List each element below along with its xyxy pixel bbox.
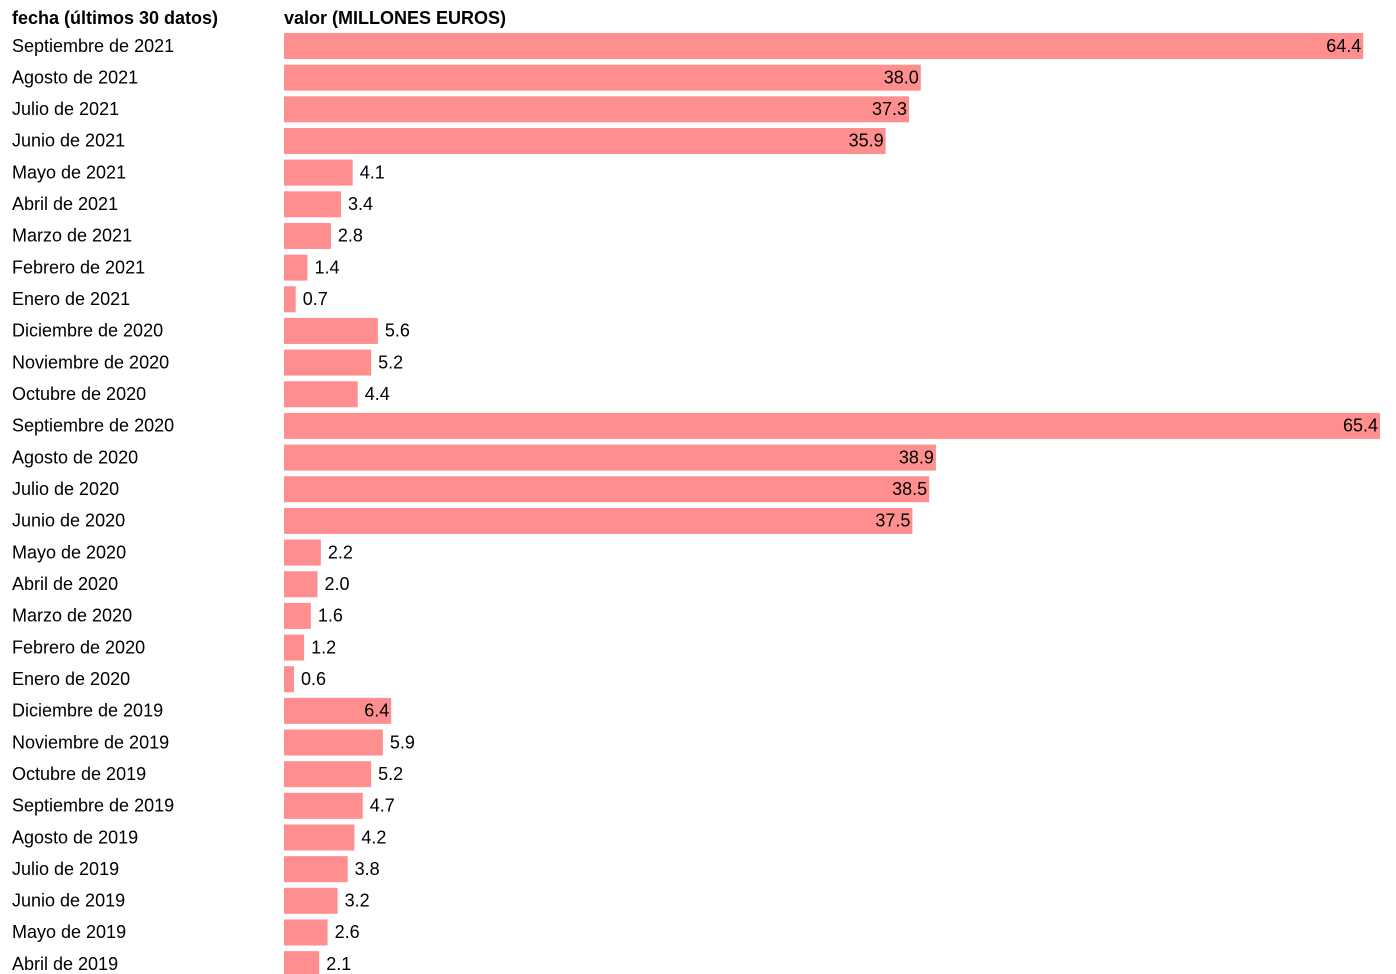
bar [284, 602, 311, 629]
value-label: 4.1 [360, 162, 385, 182]
bar [284, 412, 1380, 439]
value-label: 1.6 [318, 606, 343, 626]
value-label: 5.2 [378, 352, 403, 372]
bar [284, 286, 296, 313]
bar [284, 887, 338, 914]
value-label: 65.4 [1343, 416, 1378, 436]
value-label: 3.2 [345, 891, 370, 911]
category-label: Noviembre de 2020 [12, 352, 169, 372]
value-label: 2.0 [325, 574, 350, 594]
bar [284, 792, 363, 819]
bar [284, 64, 921, 91]
category-label: Junio de 2020 [12, 511, 125, 531]
category-label: Julio de 2021 [12, 99, 119, 119]
category-label: Agosto de 2019 [12, 827, 138, 847]
category-label: Abril de 2020 [12, 574, 118, 594]
bar [284, 634, 305, 661]
value-label: 4.2 [361, 827, 386, 847]
category-label: Noviembre de 2019 [12, 732, 169, 752]
bar [284, 96, 910, 123]
value-label: 5.9 [390, 732, 415, 752]
category-label: Diciembre de 2020 [12, 321, 163, 341]
category-label: Julio de 2020 [12, 479, 119, 499]
category-label: Enero de 2020 [12, 669, 130, 689]
bar [284, 191, 341, 218]
value-label: 64.4 [1326, 36, 1361, 56]
bar [284, 507, 913, 534]
value-label: 35.9 [849, 131, 884, 151]
category-label: Marzo de 2021 [12, 226, 132, 246]
value-label: 1.2 [311, 637, 336, 657]
value-label: 1.4 [314, 257, 339, 277]
category-label: Junio de 2021 [12, 131, 125, 151]
category-label: Agosto de 2021 [12, 67, 138, 87]
value-label: 38.9 [899, 447, 934, 467]
category-label: Febrero de 2021 [12, 257, 145, 277]
category-label: Enero de 2021 [12, 289, 130, 309]
bar [284, 856, 348, 883]
category-label: Marzo de 2020 [12, 606, 132, 626]
bar [284, 729, 383, 756]
bar [284, 824, 355, 851]
category-label: Febrero de 2020 [12, 637, 145, 657]
category-label: Agosto de 2020 [12, 447, 138, 467]
value-label: 3.8 [355, 859, 380, 879]
category-label: Abril de 2019 [12, 954, 118, 974]
category-label: Mayo de 2021 [12, 162, 126, 182]
category-label: Abril de 2021 [12, 194, 118, 214]
category-label: Octubre de 2019 [12, 764, 146, 784]
value-label: 5.2 [378, 764, 403, 784]
bar [284, 571, 318, 598]
bar [284, 33, 1364, 59]
bar [284, 666, 295, 693]
value-label: 2.1 [326, 954, 351, 974]
value-label: 38.0 [884, 67, 919, 87]
bar [284, 349, 372, 376]
value-label: 37.5 [875, 511, 910, 531]
value-label: 38.5 [892, 479, 927, 499]
category-label: Julio de 2019 [12, 859, 119, 879]
value-label: 37.3 [872, 99, 907, 119]
bar [284, 919, 328, 946]
bar [284, 254, 308, 281]
value-label: 2.6 [335, 922, 360, 942]
bar [284, 951, 320, 974]
value-label: 4.4 [365, 384, 390, 404]
bar [284, 444, 936, 471]
value-label: 0.6 [301, 669, 326, 689]
category-label: Septiembre de 2019 [12, 796, 174, 816]
category-header: fecha (últimos 30 datos) [12, 8, 218, 28]
value-label: 2.2 [328, 542, 353, 562]
bar [284, 539, 321, 566]
bar [284, 476, 930, 503]
bar [284, 697, 392, 724]
value-header: valor (MILLONES EUROS) [284, 8, 506, 28]
bar [284, 381, 358, 408]
category-label: Mayo de 2020 [12, 542, 126, 562]
value-label: 2.8 [338, 226, 363, 246]
bar [284, 317, 378, 344]
category-label: Octubre de 2020 [12, 384, 146, 404]
value-label: 0.7 [303, 289, 328, 309]
value-label: 5.6 [385, 321, 410, 341]
category-label: Septiembre de 2021 [12, 36, 174, 56]
category-label: Mayo de 2019 [12, 922, 126, 942]
bar [284, 222, 331, 249]
value-label: 4.7 [370, 796, 395, 816]
bar [284, 127, 886, 154]
category-label: Junio de 2019 [12, 891, 125, 911]
bar [284, 761, 372, 788]
value-label: 3.4 [348, 194, 373, 214]
category-label: Septiembre de 2020 [12, 416, 174, 436]
value-label: 6.4 [364, 701, 389, 721]
category-label: Diciembre de 2019 [12, 701, 163, 721]
bar [284, 159, 353, 186]
